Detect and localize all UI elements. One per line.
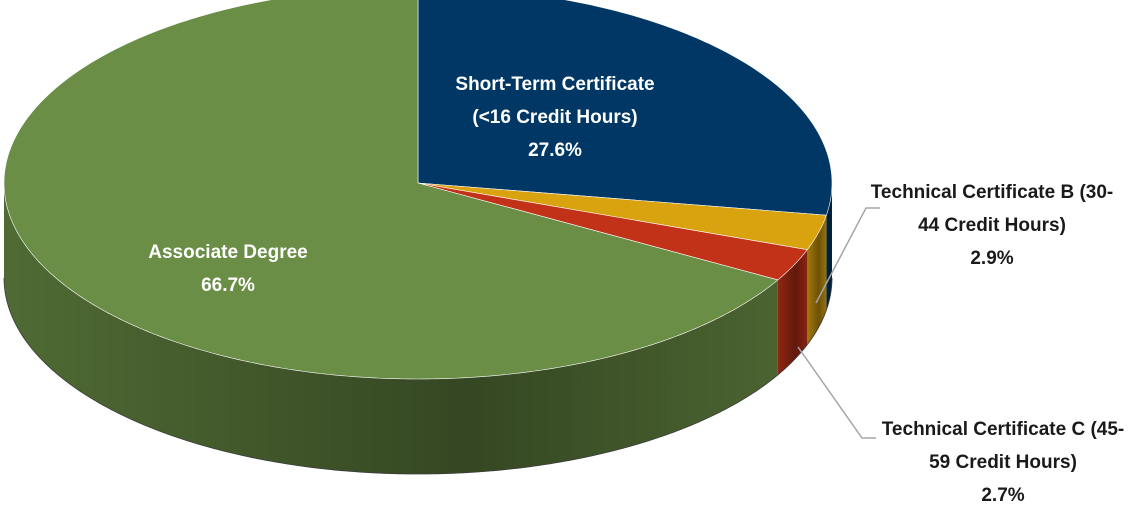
category-label: Technical Certificate C (45-59 Credit Ho… [881,419,1125,473]
leader-line [797,346,876,439]
value-label: 2.7% [981,485,1025,506]
pie-outline [3,277,833,475]
slice [417,182,827,251]
category-label: Short-Term Certificate (<16 Credit Hours… [455,74,655,128]
category-label: Associate Degree [148,242,308,263]
category-label: Technical Certificate B (30-44 Credit Ho… [870,182,1114,236]
value-label: 66.7% [201,275,255,296]
slice [417,0,833,216]
slice-side-shade [777,249,808,375]
data-label: Short-Term Certificate (<16 Credit Hours… [435,68,675,167]
data-label: Technical Certificate B (30-44 Credit Ho… [867,176,1117,275]
pie-sides [3,183,833,475]
slice-side-shade [826,183,832,311]
data-label: Technical Certificate C (45-59 Credit Ho… [876,413,1131,512]
value-label: 2.9% [970,248,1014,269]
slice-side-shade [4,183,778,474]
slice [417,182,808,281]
pie-tops [3,0,833,380]
leader-line [815,207,880,304]
value-label: 27.6% [528,140,582,161]
slice-side-shade [807,215,827,345]
slice [3,0,779,380]
data-label: Associate Degree 66.7% [118,236,338,302]
